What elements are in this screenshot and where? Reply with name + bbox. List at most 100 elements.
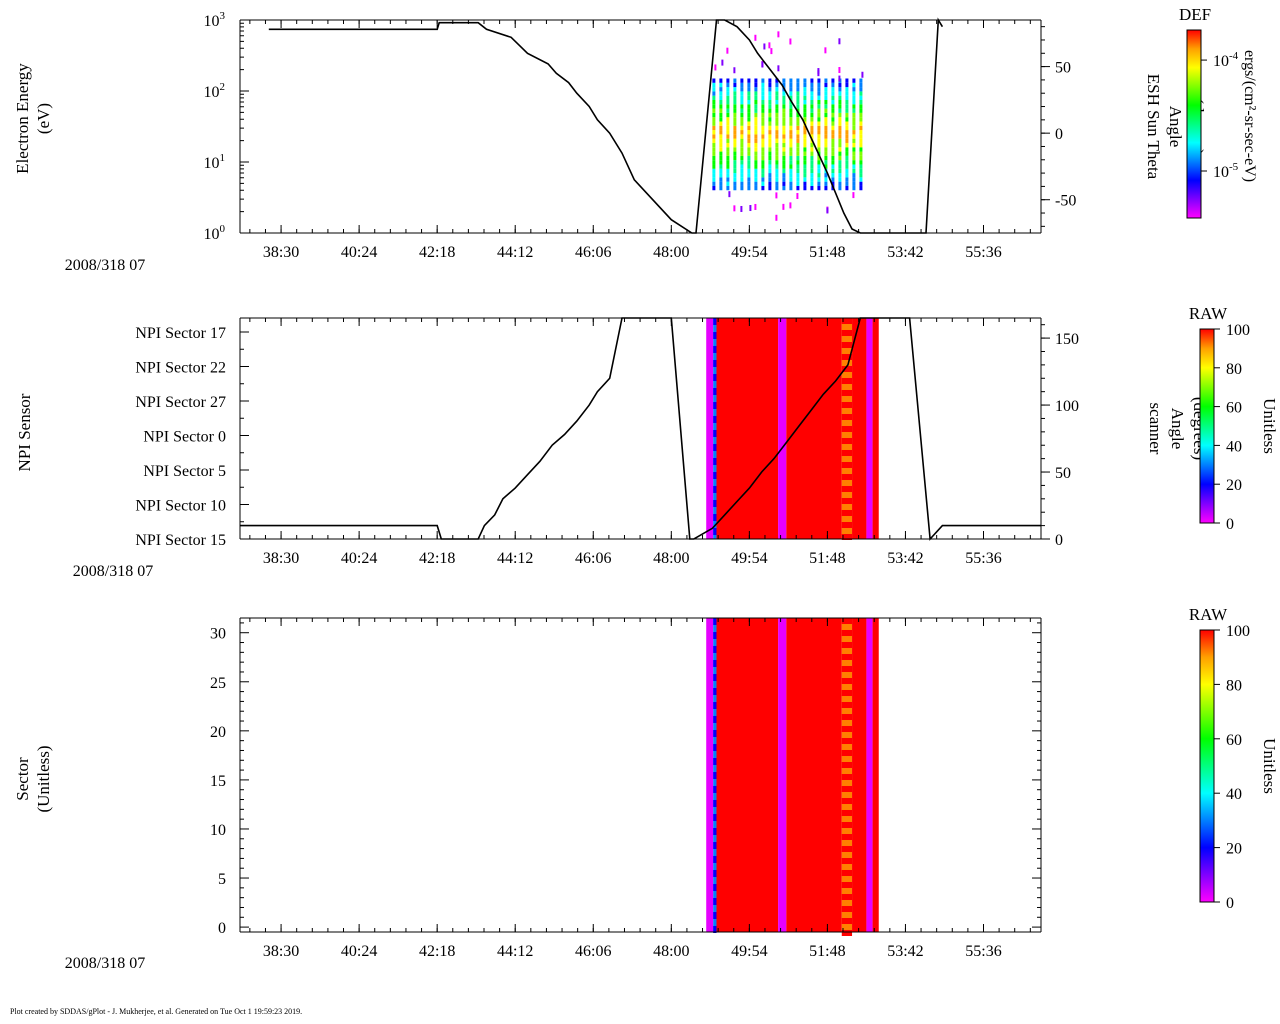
spectrogram-cell bbox=[838, 67, 841, 74]
y-tick-base: 10 bbox=[204, 13, 220, 30]
spectrogram-cell bbox=[859, 99, 863, 105]
right-axis-label-line: ESH Sun Theta bbox=[1144, 74, 1163, 180]
spectrogram-cell bbox=[796, 117, 800, 122]
spectrogram-cell bbox=[777, 31, 780, 38]
heatmap-band-cell bbox=[713, 360, 717, 367]
spectrogram-cell bbox=[831, 78, 835, 83]
spectrogram-cell bbox=[712, 181, 716, 186]
y-category-label: NPI Sector 17 bbox=[135, 325, 226, 342]
spectrogram-cell bbox=[775, 192, 778, 199]
heatmap-band-cell bbox=[841, 774, 853, 780]
spectrogram-cell bbox=[852, 173, 856, 178]
spectrogram-cell bbox=[817, 87, 821, 92]
spectrogram-cell bbox=[754, 185, 758, 191]
spectrogram-cell bbox=[719, 121, 723, 126]
spectrogram-cell bbox=[782, 173, 786, 178]
spectrogram-cell bbox=[747, 121, 751, 126]
heatmap-band-cell bbox=[713, 332, 717, 339]
spectrogram-cell bbox=[754, 82, 758, 88]
heatmap-band-cell bbox=[841, 630, 853, 636]
spectrogram-cell bbox=[747, 125, 751, 131]
y-axis-label-line: (Unitless) bbox=[34, 745, 53, 812]
spectrogram-cell bbox=[796, 177, 800, 182]
spectrogram-cell bbox=[712, 121, 716, 126]
x-tick-label: 51:48 bbox=[809, 550, 845, 567]
spectrogram-cell bbox=[789, 155, 793, 161]
spectrogram-cell bbox=[761, 130, 765, 135]
spectrogram-cell bbox=[740, 181, 744, 186]
x-tick-label: 46:06 bbox=[575, 943, 611, 960]
heatmap-band-cell bbox=[713, 318, 717, 325]
spectrogram-cell bbox=[845, 185, 849, 191]
heatmap-band-cell bbox=[713, 758, 717, 765]
spectrogram-cell bbox=[768, 177, 772, 182]
x-tick-label: 51:48 bbox=[809, 244, 845, 261]
spectrogram-cell bbox=[761, 82, 765, 88]
spectrogram-cell bbox=[824, 177, 828, 182]
spectrogram-cell bbox=[789, 202, 792, 209]
colorbar-tick-label: 60 bbox=[1226, 400, 1242, 417]
spectrogram-cell bbox=[719, 125, 723, 131]
x-tick-label: 48:00 bbox=[653, 550, 689, 567]
y-tick-label: 15 bbox=[210, 773, 226, 790]
heatmap-band bbox=[872, 618, 879, 932]
colorbar-tick-label: 20 bbox=[1226, 841, 1242, 858]
spectrogram-cell bbox=[754, 130, 758, 135]
heatmap-band-cell bbox=[713, 786, 717, 793]
spectrogram-cell bbox=[789, 82, 793, 88]
spectrogram-cell bbox=[817, 130, 821, 135]
spectrogram-cell bbox=[775, 142, 779, 148]
spectrogram-cell bbox=[768, 95, 772, 100]
spectrogram-cell bbox=[796, 181, 800, 186]
heatmap-band-cell bbox=[841, 486, 853, 492]
spectrogram-cell bbox=[845, 138, 849, 143]
heatmap-band-cell bbox=[713, 870, 717, 877]
spectrogram-cell bbox=[803, 160, 807, 165]
heatmap-band-cell bbox=[713, 388, 717, 395]
spectrogram-cell bbox=[775, 125, 779, 131]
heatmap-band-cell bbox=[841, 402, 853, 408]
spectrogram-cell bbox=[719, 108, 723, 113]
spectrogram-cell bbox=[803, 95, 807, 100]
spectrogram-cell bbox=[733, 164, 737, 169]
spectrogram-cell bbox=[775, 121, 779, 126]
spectrogram-cell bbox=[768, 121, 772, 126]
y-tick-label: 10 bbox=[210, 822, 226, 839]
spectrogram-cell bbox=[796, 99, 800, 105]
spectrogram-cell bbox=[831, 95, 835, 100]
spectrogram-cell bbox=[726, 185, 730, 191]
spectrogram-cell bbox=[824, 160, 828, 165]
heatmap-band bbox=[706, 618, 714, 932]
spectrogram-cell bbox=[838, 168, 842, 174]
colorbar-tick-label: 20 bbox=[1226, 477, 1242, 494]
spectrogram-cell bbox=[796, 168, 800, 174]
spectrogram-cell bbox=[775, 185, 779, 191]
spectrogram-cell bbox=[754, 203, 757, 210]
spectrogram-cell bbox=[789, 138, 793, 143]
date-label: 2008/318 07 bbox=[65, 955, 145, 972]
spectrogram-cell bbox=[761, 173, 765, 178]
x-tick-label: 38:30 bbox=[263, 550, 299, 567]
spectrogram-cell bbox=[728, 191, 731, 198]
heatmap-band bbox=[706, 318, 714, 539]
x-tick-label: 49:54 bbox=[731, 244, 767, 261]
spectrogram-cell bbox=[859, 173, 863, 178]
spectrogram-cell bbox=[817, 108, 821, 113]
spectrogram-cell bbox=[817, 164, 821, 169]
heatmap-band-cell bbox=[713, 402, 717, 409]
spectrogram-cell bbox=[712, 142, 716, 148]
heatmap-band bbox=[852, 618, 867, 932]
spectrogram-cell bbox=[768, 142, 772, 148]
spectrogram-cell bbox=[775, 181, 779, 186]
spectrogram-cell bbox=[712, 138, 716, 143]
heatmap-band-cell bbox=[713, 618, 717, 625]
heatmap-band-cell bbox=[841, 498, 853, 504]
x-tick-label: 53:42 bbox=[887, 244, 923, 261]
spectrogram-cell bbox=[726, 173, 730, 178]
spectrogram-cell bbox=[803, 112, 807, 118]
footer-credit: Plot created by SDDAS/gPlot - J. Mukherj… bbox=[10, 1007, 303, 1016]
spectrogram-cell bbox=[817, 155, 821, 161]
spectrogram-cell bbox=[754, 117, 758, 122]
spectrogram-cell bbox=[803, 82, 807, 88]
spectrogram-cell bbox=[733, 117, 737, 122]
